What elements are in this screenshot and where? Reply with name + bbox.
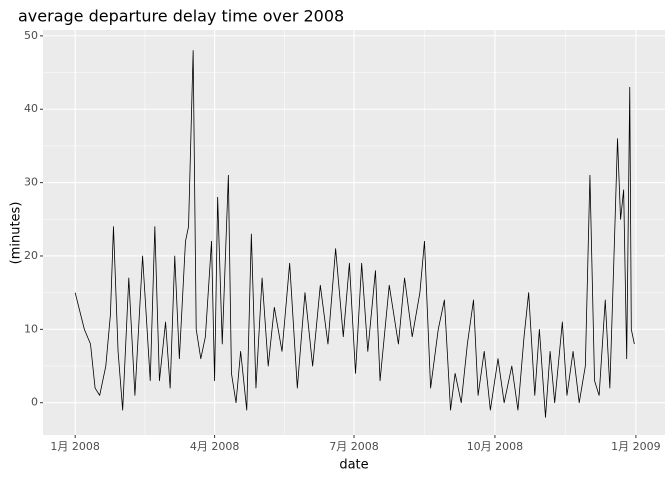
x-tick-label: 1月 2008 [50,440,100,453]
chart-title: average departure delay time over 2008 [18,7,344,26]
y-tick-label: 40 [24,102,38,115]
x-tick-label: 1月 2009 [611,440,661,453]
y-tick-label: 20 [24,249,38,262]
y-tick-label: 0 [31,396,38,409]
y-axis-title: (minutes) [9,202,24,265]
x-axis-title: date [339,458,368,473]
x-tick-label: 4月 2008 [190,440,240,453]
data-line [74,50,635,418]
y-tick-label: 30 [24,176,38,189]
y-tick-label: 10 [24,322,38,335]
y-tick-label: 50 [24,29,38,42]
x-tick-label: 7月 2008 [329,440,379,453]
x-tick-label: 10月 2008 [467,440,524,453]
